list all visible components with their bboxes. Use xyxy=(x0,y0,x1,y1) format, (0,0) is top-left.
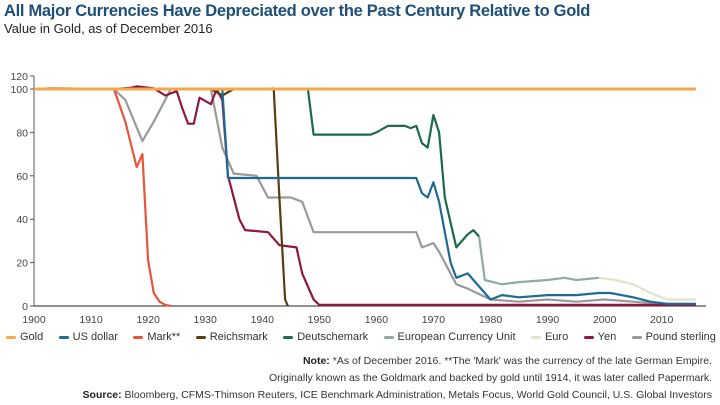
y-tick-label: 40 xyxy=(16,214,28,226)
x-tick-label: 1990 xyxy=(536,314,560,326)
x-tick-label: 1900 xyxy=(22,314,46,326)
legend-label: Reichsmark xyxy=(209,331,268,343)
note-line-2: Originally known as the Goldmark and bac… xyxy=(269,372,712,384)
legend-label: Pound sterling xyxy=(645,331,716,343)
chart-title: All Major Currencies Have Depreciated ov… xyxy=(4,2,591,20)
note-text: *As of December 2016. **The 'Mark' was t… xyxy=(329,355,712,367)
y-tick-label: 60 xyxy=(16,171,28,183)
x-tick-label: 1970 xyxy=(422,314,446,326)
y-tick-label: 0 xyxy=(22,301,28,313)
series-line-euro xyxy=(598,276,696,301)
x-tick-label: 2010 xyxy=(650,314,674,326)
legend-label: European Currency Unit xyxy=(397,331,516,343)
series-line-pound-sterling xyxy=(34,87,696,305)
legend-label: Mark** xyxy=(147,331,181,343)
legend-label: US dollar xyxy=(72,331,118,343)
legend-swatch xyxy=(195,335,206,339)
legend-item: European Currency Unit xyxy=(383,331,516,343)
legend-swatch xyxy=(58,335,69,339)
x-tick-label: 1910 xyxy=(79,314,103,326)
y-tick-label: 20 xyxy=(16,258,28,270)
series-line-yen xyxy=(33,85,696,306)
series-line-deutschemark xyxy=(306,88,480,249)
series-line-mark xyxy=(34,87,172,308)
legend-swatch xyxy=(530,335,541,339)
legend-label: Deutschemark xyxy=(297,331,369,343)
legend-swatch xyxy=(133,335,144,339)
legend-swatch xyxy=(383,335,394,339)
note-line-1: Note: *As of December 2016. **The 'Mark'… xyxy=(303,355,712,367)
note-label: Note: xyxy=(302,355,330,367)
legend-item: Reichsmark xyxy=(195,331,268,343)
y-tick-label: 120 xyxy=(10,71,28,83)
legend-item: Pound sterling xyxy=(631,331,716,343)
legend-item: Yen xyxy=(583,331,617,343)
legend-item: US dollar xyxy=(58,331,118,343)
legend-label: Gold xyxy=(20,331,44,343)
x-tick-label: 1960 xyxy=(365,314,389,326)
series-line-european-currency-unit xyxy=(478,236,600,286)
y-tick-label: 100 xyxy=(10,84,28,96)
legend-swatch xyxy=(631,335,642,339)
legend: Gold US dollar Mark** Reichsmark Deutschemar… xyxy=(6,331,716,343)
x-tick-label: 1950 xyxy=(308,314,332,326)
x-tick-label: 2000 xyxy=(593,314,617,326)
x-tick-label: 1930 xyxy=(194,314,218,326)
legend-item: Mark** xyxy=(133,331,180,343)
legend-item: Euro xyxy=(530,331,569,343)
series-line-us-dollar xyxy=(221,88,696,305)
chart-subtitle: Value in Gold, as of December 2016 xyxy=(4,21,213,36)
x-tick-label: 1920 xyxy=(136,314,160,326)
legend-item: Deutschemark xyxy=(283,331,368,343)
source-line: Source: Bloomberg, CFMS-Thimson Reuters,… xyxy=(83,389,712,401)
y-tick-label: 80 xyxy=(16,127,28,139)
legend-swatch xyxy=(583,335,594,339)
x-tick-label: 1980 xyxy=(479,314,503,326)
source-text: Bloomberg, CFMS-Thimson Reuters, ICE Ben… xyxy=(121,389,712,401)
x-tick-label: 1940 xyxy=(251,314,275,326)
legend-swatch xyxy=(283,335,294,339)
legend-item: Gold xyxy=(6,331,43,343)
source-label: Source: xyxy=(82,389,122,401)
legend-swatch xyxy=(6,335,16,339)
legend-label: Euro xyxy=(544,331,569,343)
legend-label: Yen xyxy=(597,331,617,343)
